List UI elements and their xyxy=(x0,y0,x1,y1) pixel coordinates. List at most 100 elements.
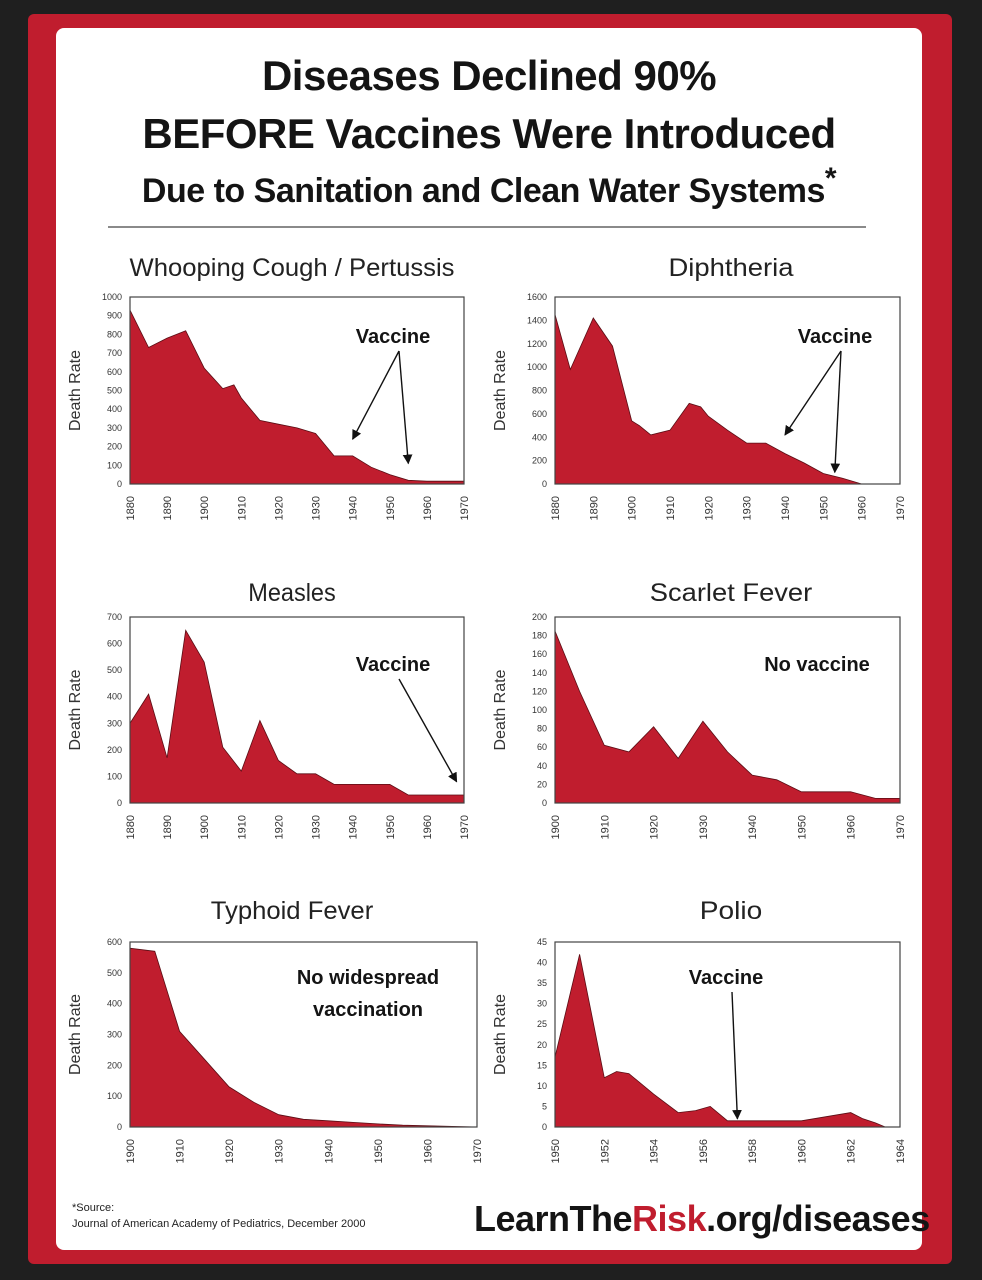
annotation-text: No widespread xyxy=(297,967,439,989)
y-tick-label: 45 xyxy=(537,937,547,947)
x-tick-label: 1964 xyxy=(895,1139,907,1163)
annotation-text: Vaccine xyxy=(798,326,873,348)
x-tick-label: 1890 xyxy=(162,815,174,839)
x-tick-label: 1890 xyxy=(588,496,600,520)
annotation-text: Vaccine xyxy=(356,654,431,676)
y-axis-label: Death Rate xyxy=(492,350,509,431)
x-tick-label: 1920 xyxy=(273,496,285,520)
x-tick-label: 1930 xyxy=(311,815,323,839)
x-tick-label: 1880 xyxy=(125,496,137,520)
y-tick-label: 800 xyxy=(532,386,547,396)
y-axis-label: Death Rate xyxy=(67,669,84,750)
x-tick-label: 1920 xyxy=(703,496,715,520)
source-citation: Journal of American Academy of Pediatric… xyxy=(72,1218,366,1230)
y-tick-label: 0 xyxy=(117,1122,122,1132)
chart-panel-3: Measles 0 100 200 300 400 500 600 700 1880 1890 190… xyxy=(67,579,471,839)
y-tick-label: 1600 xyxy=(527,292,547,302)
x-tick-label: 1920 xyxy=(224,1139,236,1163)
chart-panel-4: Scarlet Fever 0 20 40 60 80 100 120 140 160 180 200… xyxy=(492,579,907,839)
y-tick-label: 1400 xyxy=(527,315,547,325)
x-tick-label: 1900 xyxy=(199,496,211,520)
x-tick-label: 1954 xyxy=(649,1139,661,1163)
x-tick-label: 1960 xyxy=(846,815,858,839)
y-tick-label: 400 xyxy=(532,432,547,442)
y-tick-label: 700 xyxy=(107,612,122,622)
plot-frame xyxy=(554,296,901,485)
y-tick-label: 200 xyxy=(107,745,122,755)
x-tick-label: 1960 xyxy=(422,1139,434,1163)
y-tick-label: 400 xyxy=(107,404,122,414)
plot-frame xyxy=(554,941,901,1128)
chart-title: Diphtheria xyxy=(669,254,794,282)
y-tick-label: 200 xyxy=(532,456,547,466)
x-tick-label: 1970 xyxy=(895,815,907,839)
y-tick-label: 100 xyxy=(107,460,122,470)
x-tick-label: 1940 xyxy=(780,496,792,520)
x-tick-label: 1970 xyxy=(459,496,471,520)
footer-url-part3: .org/diseases xyxy=(706,1198,930,1239)
plot-frame xyxy=(129,941,478,1128)
footer-url-accent: Risk xyxy=(632,1198,707,1239)
chart-panel-2: Diphtheria 0 200 400 600 800 1000 1200 1400 1600 1… xyxy=(492,254,907,520)
y-tick-label: 20 xyxy=(537,779,547,789)
x-tick-label: 1880 xyxy=(550,496,562,520)
title-asterisk: * xyxy=(824,162,837,195)
x-tick-label: 1952 xyxy=(599,1139,611,1163)
x-tick-label: 1900 xyxy=(125,1139,137,1163)
y-tick-label: 200 xyxy=(107,442,122,452)
y-tick-label: 15 xyxy=(537,1060,547,1070)
y-tick-label: 40 xyxy=(537,761,547,771)
y-tick-label: 400 xyxy=(107,692,122,702)
y-tick-label: 1000 xyxy=(527,362,547,372)
y-tick-label: 30 xyxy=(537,999,547,1009)
y-tick-label: 180 xyxy=(532,631,547,641)
y-tick-label: 35 xyxy=(537,978,547,988)
title-line-2: BEFORE Vaccines Were Introduced xyxy=(142,110,836,157)
plot-frame xyxy=(129,296,465,485)
y-tick-label: 80 xyxy=(537,724,547,734)
x-tick-label: 1900 xyxy=(199,815,211,839)
area-series xyxy=(554,630,901,804)
annotation-arrow xyxy=(784,350,842,436)
x-tick-label: 1970 xyxy=(472,1139,484,1163)
x-tick-label: 1930 xyxy=(311,496,323,520)
y-tick-label: 10 xyxy=(537,1081,547,1091)
y-axis-label: Death Rate xyxy=(492,669,509,750)
y-tick-label: 1000 xyxy=(102,292,122,302)
y-tick-label: 60 xyxy=(537,742,547,752)
y-tick-label: 160 xyxy=(532,649,547,659)
x-tick-label: 1970 xyxy=(459,815,471,839)
y-tick-label: 25 xyxy=(537,1019,547,1029)
x-tick-label: 1920 xyxy=(273,815,285,839)
area-series xyxy=(554,954,886,1128)
x-tick-label: 1960 xyxy=(422,496,434,520)
area-series xyxy=(554,314,900,485)
x-tick-label: 1930 xyxy=(742,496,754,520)
x-tick-label: 1910 xyxy=(175,1139,187,1163)
y-tick-label: 1200 xyxy=(527,339,547,349)
chart-title: Typhoid Fever xyxy=(211,897,374,925)
y-tick-label: 600 xyxy=(532,409,547,419)
y-tick-label: 100 xyxy=(532,705,547,715)
y-tick-label: 700 xyxy=(107,348,122,358)
x-tick-label: 1956 xyxy=(698,1139,710,1163)
chart-panel-5: Typhoid Fever 0 100 200 300 400 500 600 1900 1910… xyxy=(67,897,484,1163)
y-tick-label: 5 xyxy=(542,1101,547,1111)
y-tick-label: 100 xyxy=(107,1091,122,1101)
x-tick-label: 1940 xyxy=(348,496,360,520)
y-tick-label: 600 xyxy=(107,937,122,947)
x-tick-label: 1962 xyxy=(846,1139,858,1163)
x-tick-label: 1900 xyxy=(550,815,562,839)
x-tick-label: 1930 xyxy=(274,1139,286,1163)
y-tick-label: 140 xyxy=(532,668,547,678)
chart-title: Measles xyxy=(248,579,336,607)
annotation-arrow xyxy=(830,350,842,474)
y-tick-label: 0 xyxy=(542,479,547,489)
y-tick-label: 300 xyxy=(107,423,122,433)
chart-title: Scarlet Fever xyxy=(650,579,813,607)
plot-frame xyxy=(554,616,901,804)
annotation-arrow xyxy=(398,678,458,783)
x-tick-label: 1910 xyxy=(236,496,248,520)
chart-panel-1: Whooping Cough / Pertussis 0 100 200 300 400 5… xyxy=(67,254,471,520)
